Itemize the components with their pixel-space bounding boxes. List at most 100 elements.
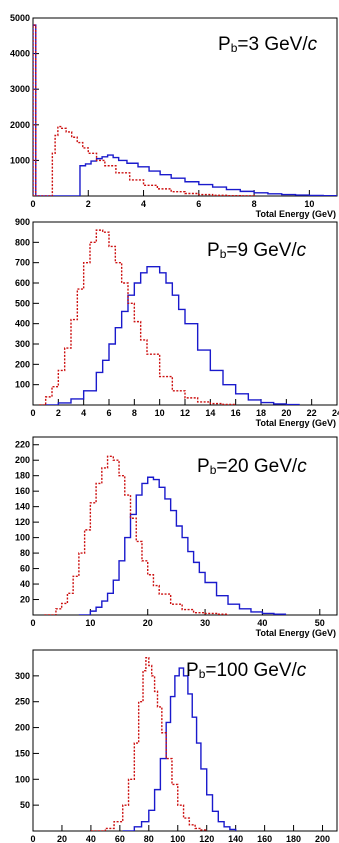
y-tick-label: 200 [15, 359, 30, 369]
annotation-text: =3 GeV/ [237, 34, 308, 55]
x-tick-label: 60 [115, 834, 125, 843]
y-tick-label: 1000 [10, 155, 30, 165]
x-tick-label: 0 [30, 408, 35, 418]
y-tick-label: 20 [20, 595, 30, 605]
x-tick-label: 20 [57, 834, 67, 843]
series-red-line [44, 455, 229, 615]
momentum-annotation: Pb=20 GeV/c [197, 456, 307, 477]
x-tick-label: 180 [286, 834, 301, 843]
annotation-italic: c [297, 660, 307, 681]
series-blue-line [122, 667, 237, 831]
series-blue-line [45, 266, 300, 405]
y-tick-label: 400 [15, 319, 30, 329]
y-tick-label: 100 [15, 774, 30, 784]
x-tick-label: 80 [144, 834, 154, 843]
y-tick-label: 500 [15, 298, 30, 308]
annotation-italic: c [308, 34, 318, 55]
momentum-annotation: Pb=9 GeV/c [207, 240, 307, 261]
y-tick-label: 120 [15, 517, 30, 527]
panel-3: 20 40 60 80 100 120 140 160 180 200 220 0 10 20 30 40 50… [15, 436, 338, 638]
x-tick-label: 140 [228, 834, 243, 843]
x-tick-label: 18 [256, 408, 266, 418]
x-tick-label: 24 [332, 408, 339, 418]
y-tick-label: 180 [15, 471, 30, 481]
plot-frame [32, 649, 338, 832]
x-tick-label: 10 [155, 408, 165, 418]
annotation-subscript: b [199, 667, 206, 681]
y-tick-label: 900 [15, 217, 30, 227]
x-tick-label: 2 [86, 199, 91, 209]
series-red-line [39, 229, 237, 405]
series-red-line [33, 24, 255, 196]
x-tick-label: 8 [132, 408, 137, 418]
annotation-text: =9 GeV/ [226, 240, 297, 261]
series-red-line [90, 657, 208, 831]
y-tick-label: 100 [15, 533, 30, 543]
x-tick-label: 0 [30, 618, 35, 628]
annotation-italic: c [297, 240, 307, 261]
x-tick-label: 30 [200, 618, 210, 628]
annotation-main: P [197, 456, 210, 477]
annotation-italic: c [297, 456, 307, 477]
y-tick-label: 4000 [10, 49, 30, 59]
series-blue-line [33, 24, 337, 196]
y-tick-label: 100 [15, 380, 30, 390]
y-tick-label: 3000 [10, 84, 30, 94]
x-axis-label: Total Energy (GeV) [256, 418, 336, 428]
y-tick-label: 50 [20, 800, 30, 810]
x-tick-label: 200 [315, 834, 330, 843]
x-tick-label: 22 [307, 408, 317, 418]
x-tick-label: 40 [257, 618, 267, 628]
x-tick-label: 16 [231, 408, 241, 418]
series-blue-line [78, 476, 287, 615]
x-tick-label: 10 [304, 199, 314, 209]
momentum-annotation: Pb=3 GeV/c [218, 34, 318, 55]
annotation-subscript: b [210, 463, 217, 477]
x-tick-label: 6 [106, 408, 111, 418]
y-tick-label: 2000 [10, 120, 30, 130]
y-tick-label: 140 [15, 502, 30, 512]
y-tick-label: 300 [15, 671, 30, 681]
x-tick-label: 0 [30, 199, 35, 209]
x-tick-label: 6 [196, 199, 201, 209]
y-tick-label: 150 [15, 748, 30, 758]
y-tick-label: 220 [15, 440, 30, 450]
x-tick-label: 120 [199, 834, 214, 843]
x-tick-label: 40 [86, 834, 96, 843]
x-tick-label: 50 [315, 618, 325, 628]
x-tick-label: 20 [281, 408, 291, 418]
y-tick-label: 700 [15, 258, 30, 268]
panel-4: 50 100 150 200 250 300 0 20 40 60 80 100 120 140 160 18… [15, 649, 338, 843]
y-tick-label: 200 [15, 723, 30, 733]
y-tick-label: 80 [20, 548, 30, 558]
x-tick-label: 14 [205, 408, 215, 418]
x-tick-label: 20 [143, 618, 153, 628]
x-tick-label: 4 [141, 199, 146, 209]
x-tick-label: 0 [30, 834, 35, 843]
y-tick-label: 60 [20, 564, 30, 574]
y-tick-label: 250 [15, 697, 30, 707]
x-axis-label: Total Energy (GeV) [256, 628, 336, 638]
y-tick-label: 300 [15, 339, 30, 349]
x-tick-label: 160 [257, 834, 272, 843]
x-tick-label: 100 [170, 834, 185, 843]
y-tick-label: 800 [15, 237, 30, 247]
x-tick-label: 8 [252, 199, 257, 209]
annotation-subscript: b [231, 41, 238, 55]
momentum-annotation: Pb=100 GeV/c [186, 660, 307, 681]
x-tick-label: 4 [81, 408, 86, 418]
annotation-text: =20 GeV/ [216, 456, 298, 477]
annotation-main: P [207, 240, 220, 261]
x-axis-label: Total Energy (GeV) [256, 209, 336, 219]
x-tick-label: 2 [56, 408, 61, 418]
y-tick-label: 200 [15, 455, 30, 465]
x-tick-label: 12 [180, 408, 190, 418]
annotation-main: P [186, 660, 199, 681]
y-tick-label: 600 [15, 278, 30, 288]
x-tick-label: 10 [85, 618, 95, 628]
annotation-subscript: b [220, 247, 227, 261]
annotation-main: P [218, 34, 231, 55]
